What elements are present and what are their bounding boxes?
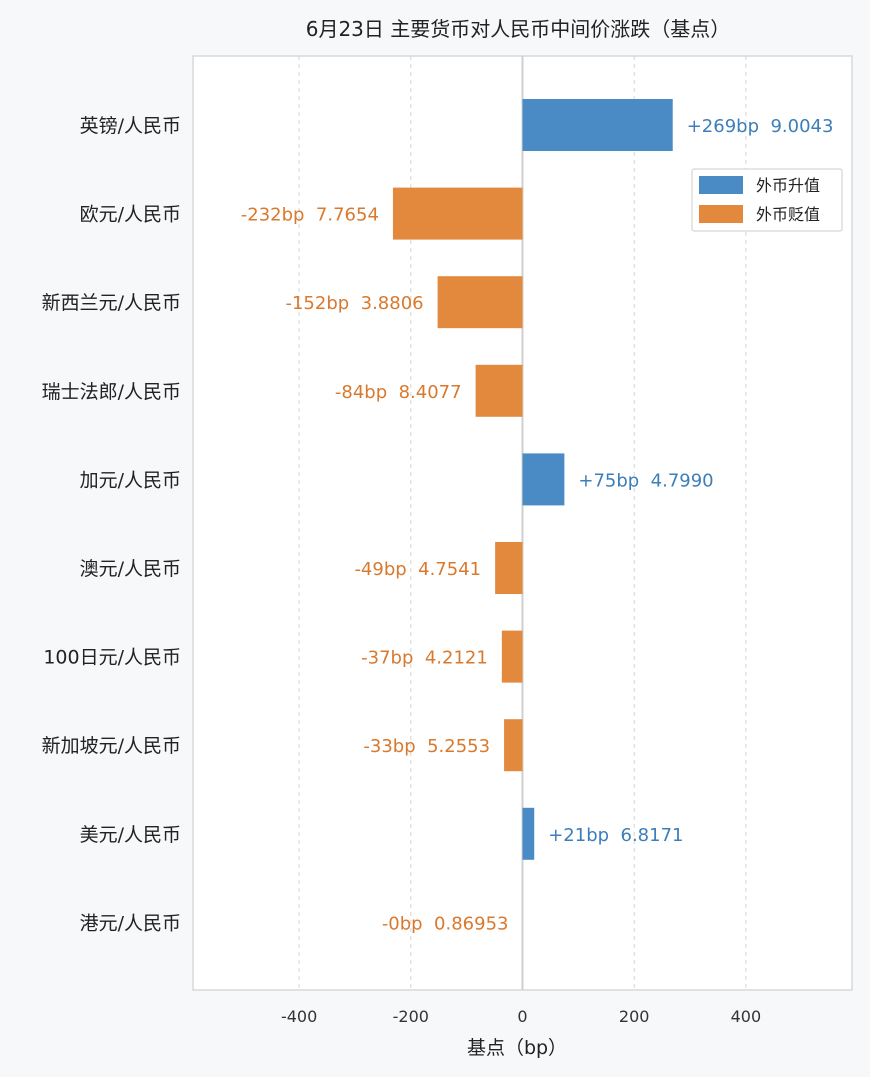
bar	[504, 719, 523, 772]
category-label: 美元/人民币	[80, 824, 181, 846]
category-label: 瑞士法郎/人民币	[42, 381, 181, 403]
bar	[437, 276, 523, 329]
x-tick-label: 200	[619, 1007, 650, 1026]
legend-swatch-down	[699, 205, 743, 223]
data-label: -84bp 8.4077	[335, 382, 462, 403]
category-label: 澳元/人民币	[80, 558, 181, 580]
legend-label-up: 外币升值	[756, 176, 820, 195]
category-label: 欧元/人民币	[80, 204, 181, 226]
bar	[495, 542, 523, 594]
category-label: 100日元/人民币	[43, 647, 181, 669]
bar	[522, 453, 565, 506]
data-label: -33bp 5.2553	[363, 736, 490, 757]
legend-label-down: 外币贬值	[756, 205, 820, 224]
x-tick-label: -400	[281, 1007, 317, 1026]
bar	[522, 99, 673, 151]
bars	[392, 99, 673, 860]
x-tick-label: 400	[731, 1007, 762, 1026]
data-label: -152bp 3.8806	[285, 293, 423, 314]
data-label: -49bp 4.7541	[354, 559, 481, 580]
category-label: 加元/人民币	[80, 469, 181, 491]
chart-title: 6月23日 主要货币对人民币中间价涨跌（基点）	[306, 17, 731, 41]
x-tick-label: -200	[393, 1007, 429, 1026]
bar	[501, 630, 523, 683]
x-axis-title: 基点（bp）	[467, 1037, 567, 1059]
data-label: -0bp 0.86953	[382, 913, 509, 934]
category-labels: 英镑/人民币欧元/人民币新西兰元/人民币瑞士法郎/人民币加元/人民币澳元/人民币…	[42, 115, 181, 934]
data-label: +269bp 9.0043	[687, 116, 834, 137]
category-label: 新加坡元/人民币	[42, 735, 181, 757]
legend-swatch-up	[699, 176, 743, 194]
x-tick-label: 0	[517, 1007, 527, 1026]
x-tick-labels: -400 -200 0 200 400	[281, 1007, 761, 1026]
data-label: -232bp 7.7654	[241, 205, 379, 226]
bar	[475, 364, 523, 417]
data-label: -37bp 4.2121	[361, 648, 488, 669]
data-labels: +269bp 9.0043 -232bp 7.7654 -152bp 3.8806 -…	[241, 116, 834, 934]
category-label: 新西兰元/人民币	[42, 292, 181, 314]
bar	[522, 807, 535, 860]
data-label: +21bp 6.8171	[548, 825, 683, 846]
category-label: 英镑/人民币	[80, 115, 181, 137]
category-label: 港元/人民币	[80, 912, 181, 934]
data-label: +75bp 4.7990	[578, 470, 713, 491]
bar	[392, 187, 523, 240]
legend: 外币升值 外币贬值	[691, 168, 843, 232]
